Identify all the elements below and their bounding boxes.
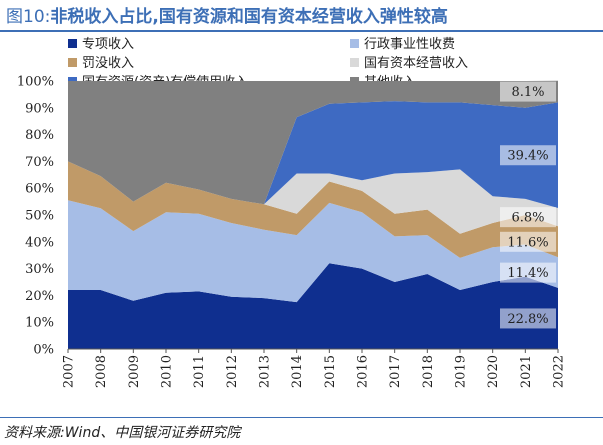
area-series-4 bbox=[68, 101, 558, 208]
x-tick-label: 2016 bbox=[356, 355, 371, 388]
x-tick-label: 2014 bbox=[290, 355, 305, 388]
data-label-text: 39.4% bbox=[507, 149, 548, 164]
data-label-text: 22.8% bbox=[507, 312, 548, 327]
axes: 0% 10% 20% 30% 40% 50% 60% 70% 80% 90% 100% 2007 200… bbox=[17, 75, 567, 389]
source-rule bbox=[0, 417, 603, 418]
stacked-area-chart: 专项收入行政事业性收费罚没收入国有资本经营收入国有资源(资产)有偿使用收入其他收… bbox=[17, 37, 567, 389]
y-tick-label: 60% bbox=[25, 182, 54, 197]
data-label-box bbox=[500, 81, 556, 102]
data-label-5: 8.1% bbox=[500, 81, 556, 102]
x-tick-label: 2012 bbox=[225, 355, 240, 388]
x-tick-label: 2020 bbox=[486, 355, 501, 388]
figure-title-text: 非税收入占比,国有资源和国有资本经营收入弹性较高 bbox=[50, 7, 448, 27]
figure-title: 图10:非税收入占比,国有资源和国有资本经营收入弹性较高 bbox=[6, 2, 448, 27]
legend-swatch-3 bbox=[350, 58, 359, 67]
area-series-3 bbox=[68, 161, 558, 234]
legend-swatch-1 bbox=[350, 39, 359, 48]
figure-number: 图10: bbox=[6, 7, 51, 27]
area-series-1 bbox=[68, 200, 558, 303]
y-tick-label: 50% bbox=[25, 209, 54, 224]
data-label-box bbox=[500, 231, 556, 252]
y-tick-label: 40% bbox=[25, 235, 54, 250]
area-series-2 bbox=[68, 161, 558, 258]
data-label-1: 11.4% bbox=[500, 262, 556, 283]
x-tick-label: 2010 bbox=[160, 355, 175, 388]
legend-label-1: 行政事业性收费 bbox=[364, 37, 455, 52]
area-layers bbox=[68, 80, 558, 349]
source-note: 资料来源:Wind、中国银河证券研究院 bbox=[4, 425, 241, 441]
data-label-text: 11.6% bbox=[507, 235, 548, 250]
data-label-text: 11.4% bbox=[507, 266, 548, 281]
data-label-text: 8.1% bbox=[511, 85, 544, 100]
data-label-3: 6.8% bbox=[500, 207, 556, 228]
y-tick-label: 30% bbox=[25, 262, 54, 277]
x-tick-label: 2015 bbox=[323, 355, 338, 388]
legend-label-0: 专项收入 bbox=[82, 37, 134, 52]
data-label-box bbox=[500, 262, 556, 283]
x-tick-label: 2022 bbox=[552, 355, 567, 388]
x-tick-label: 2007 bbox=[62, 355, 77, 388]
data-label-box bbox=[500, 145, 556, 166]
data-label-0: 22.8% bbox=[500, 308, 556, 329]
data-label-box bbox=[500, 207, 556, 228]
y-tick-label: 70% bbox=[25, 155, 54, 170]
y-tick-label: 0% bbox=[33, 343, 54, 358]
y-tick-label: 90% bbox=[25, 101, 54, 116]
x-tick-label: 2018 bbox=[421, 355, 436, 388]
x-tick-label: 2008 bbox=[94, 355, 109, 388]
area-series-5 bbox=[68, 80, 558, 205]
data-labels: 22.8% 11.4% 11.6% 6.8% 39.4% 8.1% bbox=[500, 81, 556, 329]
title-rule bbox=[0, 30, 603, 32]
x-tick-label: 2013 bbox=[258, 355, 273, 388]
legend-swatch-0 bbox=[68, 39, 77, 48]
x-tick-label: 2009 bbox=[127, 355, 142, 388]
x-tick-label: 2021 bbox=[519, 355, 534, 388]
x-tick-label: 2017 bbox=[388, 355, 403, 388]
data-label-text: 6.8% bbox=[511, 211, 544, 226]
y-tick-label: 20% bbox=[25, 289, 54, 304]
x-tick-label: 2011 bbox=[192, 355, 207, 388]
x-tick-label: 2019 bbox=[454, 355, 469, 388]
legend-label-3: 国有资本经营收入 bbox=[364, 56, 468, 71]
y-tick-label: 100% bbox=[17, 75, 54, 90]
legend-swatch-2 bbox=[68, 58, 77, 67]
y-tick-label: 80% bbox=[25, 128, 54, 143]
data-label-2: 11.6% bbox=[500, 231, 556, 252]
legend-label-2: 罚没收入 bbox=[82, 56, 134, 71]
area-series-0 bbox=[68, 263, 558, 349]
y-tick-label: 10% bbox=[25, 316, 54, 331]
data-label-box bbox=[500, 308, 556, 329]
data-label-4: 39.4% bbox=[500, 145, 556, 166]
